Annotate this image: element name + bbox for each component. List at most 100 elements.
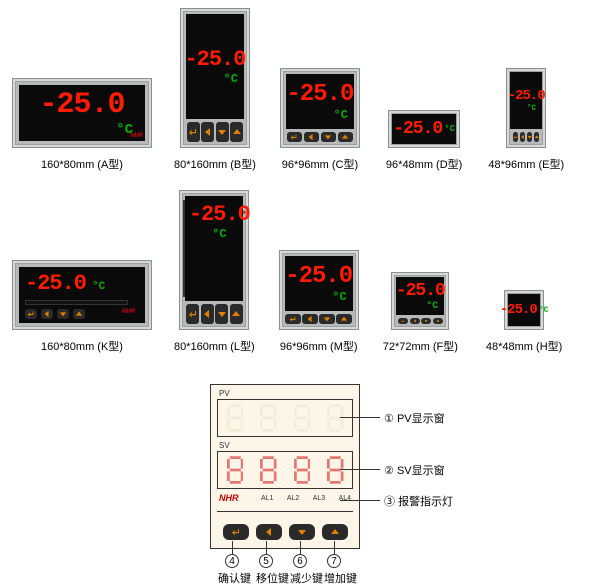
controller: -25.0°C <box>279 250 359 330</box>
circle-6: 6 <box>293 554 307 568</box>
enter-button[interactable] <box>187 122 200 142</box>
controller-item: -25.0°C 96*48mm (D型) <box>386 110 462 176</box>
enter-button[interactable] <box>287 132 303 142</box>
circle-7: 7 <box>327 554 341 568</box>
unit-label: °C <box>334 108 348 122</box>
left-button[interactable] <box>302 314 318 324</box>
pv-value: -25.0 <box>39 88 124 122</box>
diagram-up-button[interactable] <box>322 524 348 540</box>
controller-item: -25.0°C48*48mm (H型) <box>486 290 562 358</box>
anno-alarm: ③ 报警指示灯 <box>384 493 453 509</box>
unit-label: °C <box>92 281 105 293</box>
button-row <box>286 132 354 142</box>
alarm-led: AL3 <box>313 495 325 502</box>
controller-row-1: -25.0°CNHR160*80mm (A型)-25.0°C80*160mm (… <box>0 0 616 176</box>
diagram-panel: PV SV NHR AL1AL2AL3AL4 <box>210 384 360 549</box>
enter-button[interactable] <box>513 132 519 142</box>
enter-button[interactable] <box>285 314 301 324</box>
pv-display-window <box>217 399 353 437</box>
alarm-led: AL2 <box>287 495 299 502</box>
controller-item: -25.0°C 72*72mm (F型) <box>383 272 458 358</box>
up-button[interactable] <box>433 318 443 324</box>
down-button[interactable] <box>215 304 228 324</box>
alarm-led-row: AL1AL2AL3AL4 <box>261 495 351 502</box>
down-button[interactable] <box>319 314 335 324</box>
controller-item: -25.0°CNHR 160*80mm (K型) <box>12 260 152 358</box>
diagram-left-button[interactable] <box>256 524 282 540</box>
display-screen: -25.0°C <box>508 294 540 326</box>
display-screen: -25.0°C <box>19 85 145 141</box>
controller-caption: 96*48mm (D型) <box>386 156 462 172</box>
up-button[interactable] <box>534 132 540 142</box>
left-button[interactable] <box>41 309 53 319</box>
controller: -25.0°C <box>179 190 249 330</box>
controller-item: -25.0°CNHR 160*80mm (A型) <box>12 78 152 176</box>
circle-4: 4 <box>225 554 239 568</box>
unit-label: °C <box>527 104 537 113</box>
display-screen: -25.0°C <box>396 277 444 315</box>
button-row <box>285 314 353 324</box>
pv-value: -25.0 <box>393 120 442 138</box>
enter-button[interactable] <box>186 304 199 324</box>
controller: -25.0°CNHR <box>12 260 152 330</box>
controller-caption: 48*96mm (E型) <box>488 156 564 172</box>
controller-row-2: -25.0°CNHR160*80mm (K型)-25.0°C80*160mm (… <box>0 182 616 358</box>
down-button[interactable] <box>421 318 431 324</box>
pv-label: PV <box>219 389 230 398</box>
display-screen: -25.0°C <box>510 72 542 129</box>
display-screen: -25.0°C <box>185 196 243 301</box>
controller: -25.0°C <box>506 68 546 148</box>
sv-display-window <box>217 451 353 489</box>
nhr-logo: NHR <box>219 493 239 503</box>
anno-dec: 减少键 <box>290 570 323 586</box>
left-button[interactable] <box>410 318 420 324</box>
controller: -25.0°C <box>504 290 544 330</box>
display-screen: -25.0°C <box>286 74 354 129</box>
pv-value: -25.0 <box>189 202 250 227</box>
enter-button[interactable] <box>25 309 37 319</box>
enter-button[interactable] <box>398 318 408 324</box>
unit-label: °C <box>426 301 438 312</box>
pv-value: -25.0 <box>500 303 537 317</box>
diagram-down-button[interactable] <box>289 524 315 540</box>
controller-caption: 96*96mm (C型) <box>282 156 358 172</box>
diagram-button-row <box>219 524 351 542</box>
controller-item: -25.0°C80*160mm (B型) <box>174 8 256 176</box>
controller-caption: 96*96mm (M型) <box>280 338 358 354</box>
down-button[interactable] <box>57 309 69 319</box>
diagram-enter-button[interactable] <box>223 524 249 540</box>
left-button[interactable] <box>201 304 214 324</box>
display-screen: -25.0°C <box>392 114 456 144</box>
unit-label: °C <box>444 124 455 134</box>
pv-value: -25.0 <box>508 88 545 104</box>
controller-caption: 160*80mm (A型) <box>41 156 123 172</box>
controller-caption: 72*72mm (F型) <box>383 338 458 354</box>
button-row <box>185 304 243 324</box>
controller-caption: 160*80mm (K型) <box>41 338 123 354</box>
display-screen: -25.0°CNHR <box>19 267 145 323</box>
up-button[interactable] <box>336 314 352 324</box>
unit-label: °C <box>332 290 346 304</box>
controller-item: -25.0°C 96*96mm (M型) <box>279 250 359 358</box>
down-button[interactable] <box>527 132 533 142</box>
down-button[interactable] <box>216 122 229 142</box>
controller: -25.0°CNHR <box>12 78 152 148</box>
left-button[interactable] <box>304 132 320 142</box>
up-button[interactable] <box>230 304 243 324</box>
controller-caption: 80*160mm (B型) <box>174 156 256 172</box>
anno-shift: 移位键 <box>256 570 289 586</box>
unit-label: °C <box>212 227 226 241</box>
left-button[interactable] <box>520 132 526 142</box>
button-row <box>186 122 244 142</box>
down-button[interactable] <box>321 132 337 142</box>
pv-value: -25.0 <box>286 81 353 108</box>
anno-confirm: 确认键 <box>218 570 251 586</box>
up-button[interactable] <box>338 132 354 142</box>
sv-label: SV <box>219 441 230 450</box>
up-button[interactable] <box>73 309 85 319</box>
left-button[interactable] <box>201 122 214 142</box>
anno-inc: 增加键 <box>324 570 357 586</box>
pv-value: -25.0 <box>184 47 245 72</box>
up-button[interactable] <box>230 122 243 142</box>
controller: -25.0°C <box>391 272 449 330</box>
